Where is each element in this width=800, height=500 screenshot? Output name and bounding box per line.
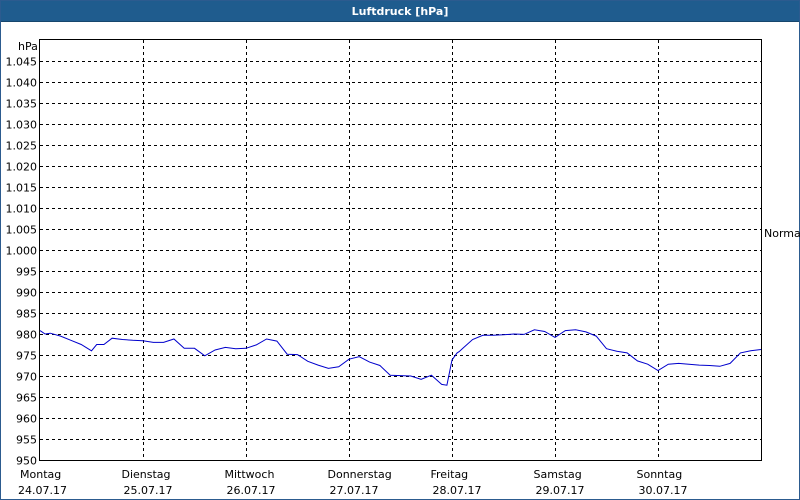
- y-axis-label: hPa: [18, 40, 38, 53]
- y-tick-label: 1.010: [6, 203, 38, 216]
- reference-label: Normal: [764, 227, 800, 240]
- y-tick-label: 1.020: [6, 161, 38, 174]
- x-tick-date-label: 30.07.17: [639, 484, 688, 497]
- y-tick-label: 995: [16, 266, 37, 279]
- x-tick-day-label: Freitag: [431, 468, 469, 481]
- y-tick-label: 975: [16, 350, 37, 363]
- y-tick-label: 1.005: [6, 224, 38, 237]
- y-tick-label: 965: [16, 392, 37, 405]
- y-tick-label: 990: [16, 287, 37, 300]
- y-tick-label: 950: [16, 455, 37, 468]
- x-tick-day-label: Sonntag: [637, 468, 683, 481]
- grid-lines: [40, 40, 761, 460]
- x-tick-day-label: Dienstag: [122, 468, 171, 481]
- y-tick-label: 1.045: [6, 56, 38, 69]
- x-tick-date-label: 24.07.17: [18, 484, 67, 497]
- x-axis-ticks: Montag 24.07.17 Dienstag 25.07.17 Mittwoch 26…: [18, 468, 687, 497]
- y-tick-label: 1.035: [6, 98, 38, 111]
- x-tick-date-label: 28.07.17: [433, 484, 482, 497]
- y-tick-label: 1.030: [6, 119, 38, 132]
- y-tick-label: 955: [16, 434, 37, 447]
- series-group: [39, 329, 762, 386]
- x-tick-date-label: 29.07.17: [536, 484, 585, 497]
- x-tick-date-label: 27.07.17: [330, 484, 379, 497]
- x-tick-day-label: Donnerstag: [328, 468, 392, 481]
- y-tick-label: 970: [16, 371, 37, 384]
- plot-frame: [39, 39, 762, 461]
- y-tick-label: 1.015: [6, 182, 38, 195]
- y-tick-label: 1.040: [6, 77, 38, 90]
- x-tick-day-label: Mittwoch: [225, 468, 275, 481]
- y-tick-label: 960: [16, 413, 37, 426]
- y-tick-label: 985: [16, 308, 37, 321]
- x-tick-day-label: Montag: [20, 468, 61, 481]
- chart-title: Luftdruck [hPa]: [1, 1, 799, 22]
- x-tick-date-label: 25.07.17: [124, 484, 173, 497]
- series-line: [39, 329, 762, 386]
- y-tick-label: 1.025: [6, 140, 38, 153]
- x-tick-day-label: Samstag: [534, 468, 582, 481]
- x-tick-date-label: 26.07.17: [227, 484, 276, 497]
- y-tick-label: 1.000: [6, 245, 38, 258]
- y-axis-ticks: 950 955 960 965 970 975 980 985 990 995 1.000 1.005…: [6, 56, 38, 468]
- y-tick-label: 980: [16, 329, 37, 342]
